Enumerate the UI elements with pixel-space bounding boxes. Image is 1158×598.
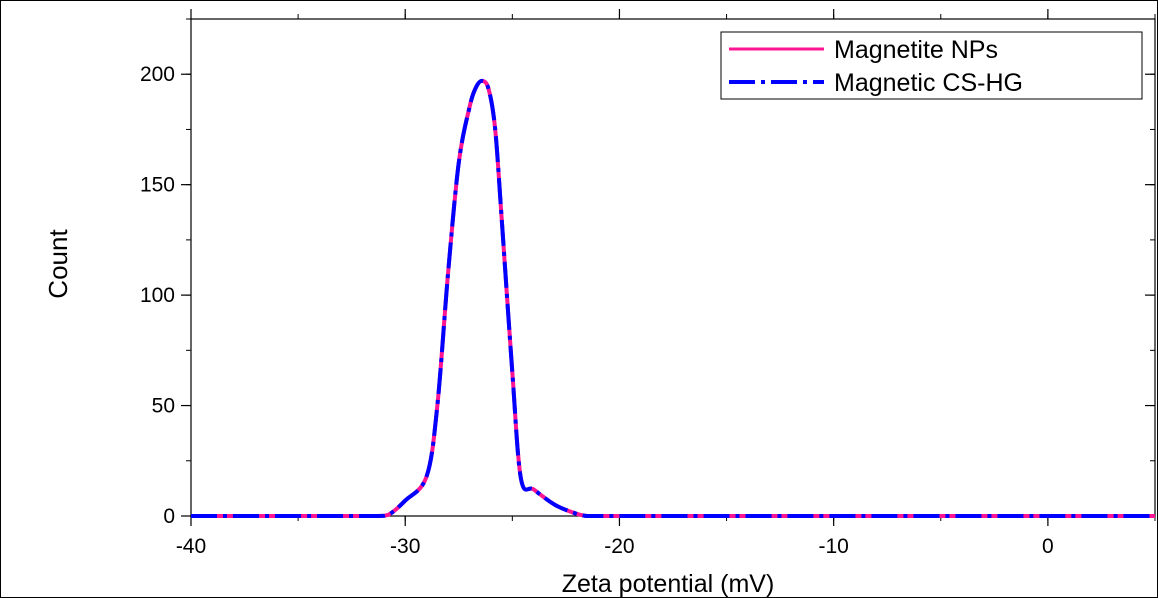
tick-labels-layer: -40 -30 -20 -10 0 0 50 100 150 200 (140, 63, 1054, 558)
y-tick-label: 50 (152, 395, 175, 418)
x-tick-label: -20 (604, 535, 634, 558)
legend-label-magnetic-cs-hg: Magnetic CS-HG (834, 69, 1023, 97)
y-tick-label: 200 (140, 63, 175, 86)
y-tick-label: 100 (140, 284, 175, 307)
legend: Magnetite NPs Magnetic CS-HG (720, 31, 1143, 100)
y-tick-label: 0 (163, 505, 175, 528)
series-line-magnetite-nps (191, 78, 1155, 518)
x-tick-label: -30 (390, 535, 420, 558)
x-axis-title: Zeta potential (mV) (562, 570, 775, 597)
y-axis-title: Count (43, 229, 73, 299)
series-layer (191, 78, 1155, 518)
series-line-magnetic-cs-hg (191, 78, 1155, 518)
legend-label-magnetite-nps: Magnetite NPs (834, 36, 998, 64)
y-tick-label: 150 (140, 174, 175, 197)
x-tick-label: -40 (176, 535, 206, 558)
legend-box (720, 31, 1143, 100)
x-tick-label: 0 (1042, 535, 1054, 558)
x-tick-label: -10 (818, 535, 848, 558)
